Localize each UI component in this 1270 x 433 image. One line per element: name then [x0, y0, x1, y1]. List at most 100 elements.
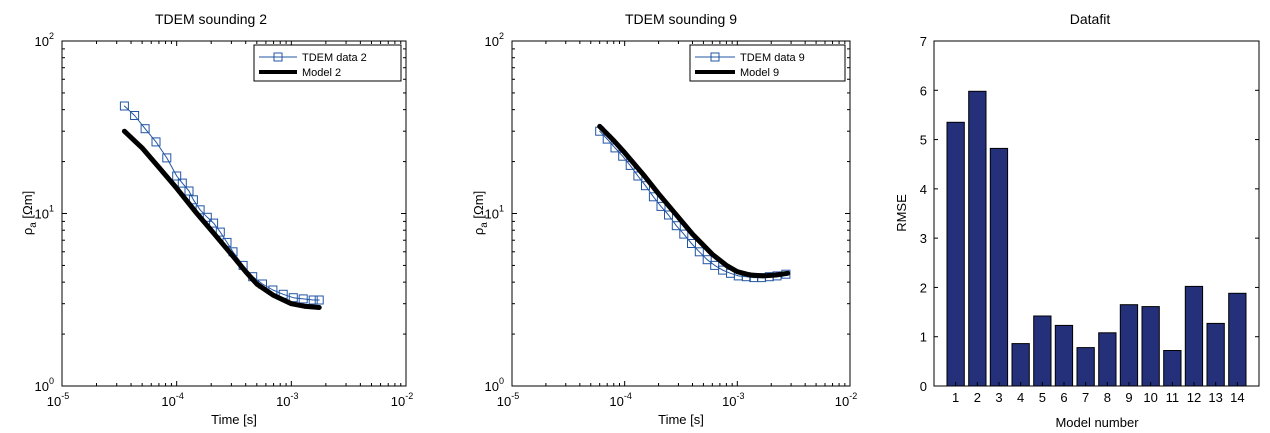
- data-point: [151, 137, 161, 147]
- x-tick-label: 8: [1104, 390, 1111, 405]
- x-tick-label: 3: [995, 390, 1002, 405]
- x-tick-label: 14: [1230, 390, 1244, 405]
- data-point: [314, 295, 324, 305]
- bar: [1119, 304, 1139, 387]
- y-axis-label: RMSE: [894, 194, 909, 232]
- bar: [1163, 350, 1182, 387]
- data-line: [123, 105, 320, 301]
- data-point: [140, 124, 150, 134]
- y-axis-label: ρa [Ωm]: [20, 191, 39, 235]
- y-tick-label: 3: [920, 231, 927, 246]
- y-tick-label: 0: [920, 379, 927, 394]
- tick-label: 100: [35, 376, 54, 394]
- model-curve: [597, 123, 791, 279]
- data-point: [308, 295, 318, 305]
- x-tick-label: 7: [1082, 390, 1089, 405]
- data-point: [687, 239, 696, 248]
- bar: [1011, 343, 1030, 387]
- tick-label: 102: [35, 31, 54, 49]
- tick-label: 10-3: [276, 391, 298, 409]
- tick-label: 10-3: [722, 391, 744, 409]
- data-point: [177, 178, 187, 188]
- data-point: [130, 111, 140, 120]
- tick-label: 10-2: [835, 391, 857, 409]
- tick-label: 10-4: [161, 391, 183, 409]
- data-point: [162, 153, 172, 163]
- legend: TDEM data 2 Model 2: [253, 44, 402, 82]
- bar: [1141, 306, 1160, 387]
- legend-label-model: Model 9: [740, 67, 779, 79]
- tick-label: 100: [485, 376, 504, 394]
- legend-label-model: Model 2: [302, 67, 341, 79]
- chart-tdem-sounding-2: TDEM sounding 2 10-5 10-4 10-3 10-2 100 101 10…: [20, 11, 413, 427]
- legend-label-data: TDEM data 2: [302, 52, 367, 64]
- legend-box: [253, 44, 402, 82]
- data-point: [215, 227, 225, 237]
- data-point: [671, 221, 681, 231]
- bar: [1076, 347, 1095, 387]
- x-axis-label: Time [s]: [658, 412, 704, 427]
- chart-tdem-sounding-9: TDEM sounding 9 10-5 10-4 10-3 10-2 100 101 10…: [471, 11, 857, 427]
- tick-label: 10-5: [497, 391, 519, 409]
- x-tick-label: 12: [1187, 390, 1201, 405]
- y-tick-label: 5: [920, 133, 927, 148]
- y-tick-label: 7: [920, 34, 927, 49]
- y-tick-label: 4: [920, 182, 927, 197]
- x-tick-label: 6: [1060, 390, 1067, 405]
- tick-label: 101: [35, 204, 54, 222]
- x-tick-label: 10: [1143, 390, 1157, 405]
- bar: [1054, 324, 1074, 387]
- legend-marker-square: [710, 52, 720, 62]
- bar: [946, 121, 965, 387]
- data-point: [184, 186, 194, 196]
- bar: [1206, 322, 1225, 387]
- tick-label: 10-2: [391, 391, 413, 409]
- legend: TDEM data 9 Model 9: [689, 44, 846, 82]
- bar: [968, 90, 987, 387]
- bar: [989, 147, 1009, 387]
- x-tick-label: 9: [1125, 390, 1132, 405]
- data-point: [648, 192, 658, 202]
- chart-title: TDEM sounding 2: [155, 11, 267, 27]
- data-point: [694, 247, 704, 257]
- data-point: [710, 260, 720, 270]
- x-axis-label: Time [s]: [211, 412, 257, 427]
- plot-frame: [61, 40, 407, 387]
- x-tick-label: 1: [952, 390, 959, 405]
- bar: [1184, 285, 1204, 387]
- x-tick-label: 13: [1208, 390, 1222, 405]
- data-point: [664, 210, 673, 220]
- y-tick-label: 2: [920, 280, 927, 295]
- data-point: [119, 101, 129, 111]
- x-tick-label: 2: [974, 390, 981, 405]
- plot-frame: [511, 40, 851, 387]
- x-tick-label: 4: [1017, 390, 1024, 405]
- tick-label: 102: [485, 31, 504, 49]
- tick-label: 10-5: [47, 391, 69, 409]
- tick-label: 10-4: [609, 391, 631, 409]
- data-point: [172, 171, 182, 181]
- bar: [1228, 292, 1247, 387]
- x-axis-label: Model number: [1055, 415, 1139, 430]
- legend-label-data: TDEM data 9: [740, 52, 805, 64]
- bar: [1098, 332, 1117, 387]
- chart-title: Datafit: [1070, 11, 1111, 27]
- data-point: [656, 201, 666, 211]
- data-point: [298, 294, 308, 304]
- y-axis-label: ρa [Ωm]: [471, 191, 490, 235]
- data-point: [679, 229, 689, 239]
- legend-marker-square: [273, 52, 283, 62]
- data-point: [702, 255, 712, 265]
- x-tick-label: 5: [1039, 390, 1046, 405]
- legend-box: [689, 44, 846, 82]
- model-curve: [121, 128, 322, 310]
- y-tick-label: 1: [920, 330, 927, 345]
- y-tick-label: 6: [920, 83, 927, 98]
- data-point: [209, 218, 219, 228]
- tick-label: 101: [485, 204, 504, 222]
- chart-title: TDEM sounding 9: [625, 11, 737, 27]
- data-point: [188, 195, 198, 205]
- x-tick-label: 11: [1166, 390, 1180, 405]
